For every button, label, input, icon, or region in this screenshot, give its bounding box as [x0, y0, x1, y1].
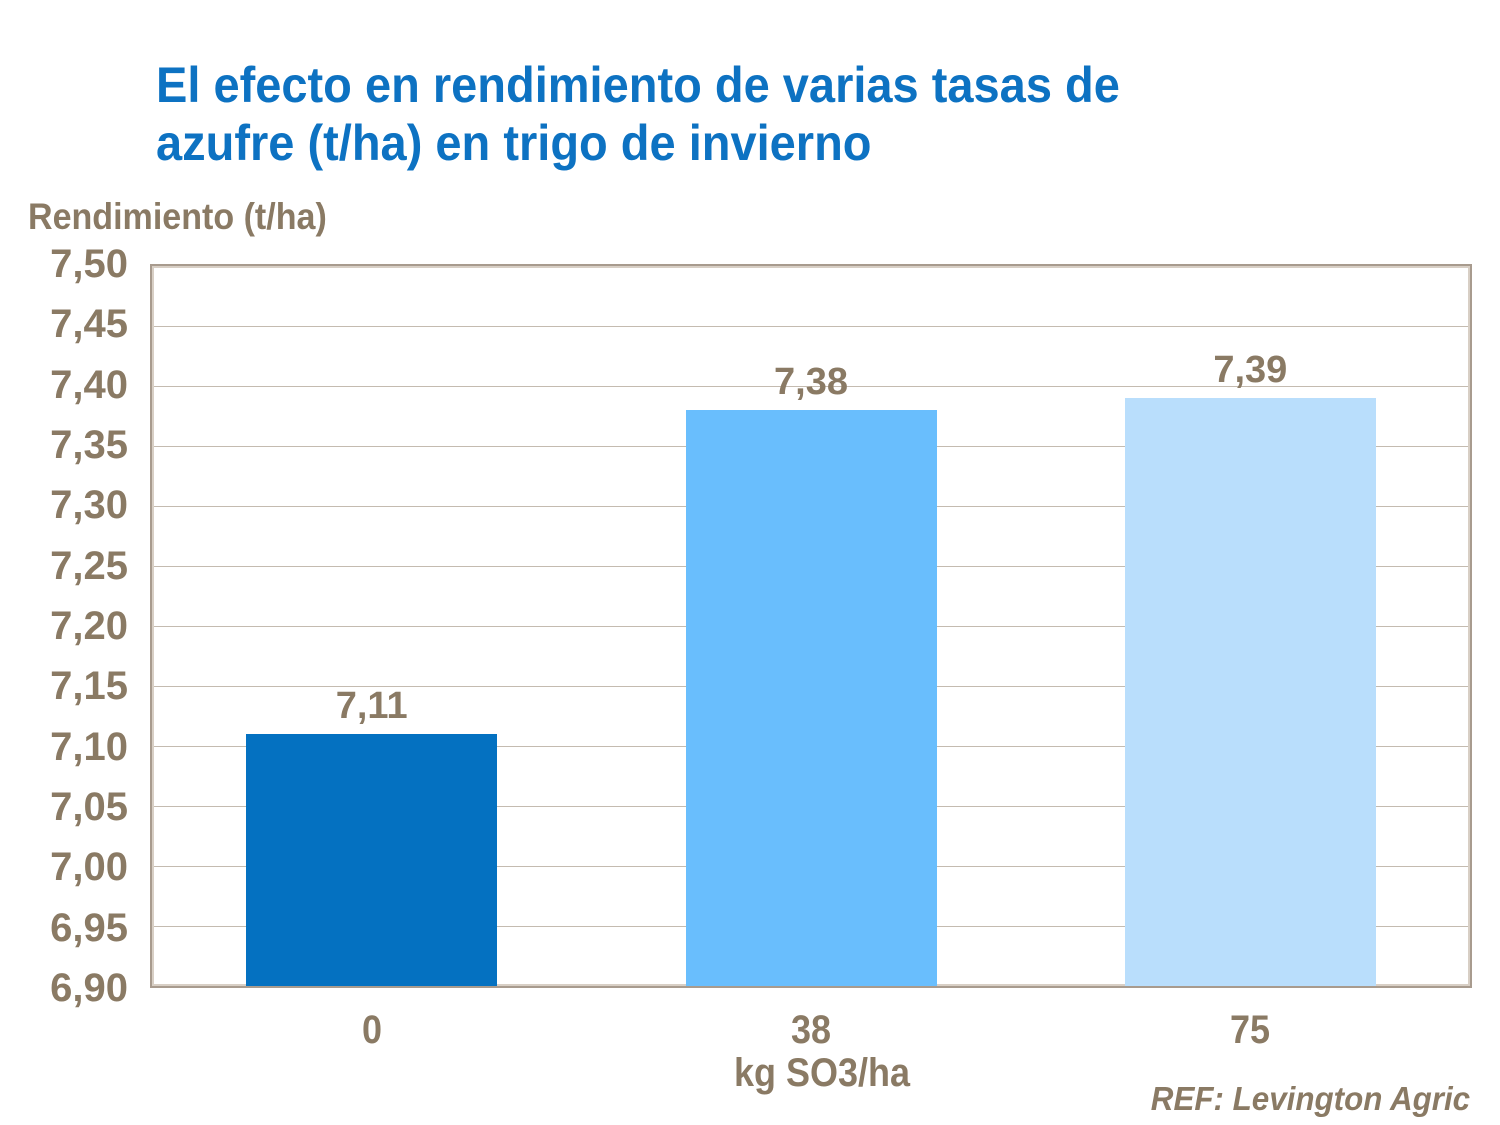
y-tick-label: 7,20: [50, 604, 128, 648]
y-tick-label: 7,00: [50, 845, 128, 890]
y-tick-label: 7,30: [50, 483, 128, 528]
plot-area: 7,11 7,38 7,39: [150, 264, 1472, 988]
bar-value-label: 7,39: [1213, 349, 1288, 391]
gridline: [154, 326, 1468, 327]
bar-75: [1124, 398, 1376, 986]
y-tick-label: 7,45: [50, 302, 128, 347]
x-category-label: 75: [1230, 1008, 1271, 1052]
bar-value-label: 7,11: [335, 685, 408, 727]
y-tick-label: 7,10: [50, 724, 128, 769]
y-tick-label: 7,50: [50, 242, 128, 286]
chart-title-line-2: azufre (t/ha) en trigo de invierno: [156, 115, 872, 171]
y-tick-label: 7,40: [50, 362, 128, 407]
y-tick-label: 7,25: [50, 543, 128, 588]
y-tick-label: 6,90: [50, 966, 128, 1010]
reference-note: REF: Levington Agric: [1150, 1080, 1470, 1117]
chart-title-line-1: El efecto en rendimiento de varias tasas…: [156, 57, 1120, 113]
y-axis-title: Rendimiento (t/ha): [28, 196, 327, 237]
gridline: [154, 386, 1468, 387]
y-tick-label: 6,95: [50, 905, 128, 950]
x-category-label: 0: [361, 1008, 382, 1052]
y-tick-label: 7,05: [50, 785, 128, 829]
bar-value-label: 7,38: [774, 361, 848, 403]
y-tick-label: 7,15: [50, 664, 128, 709]
bar-0: [246, 734, 498, 986]
bar-38: [685, 410, 937, 986]
x-axis-unit-label: kg SO3/ha: [733, 1051, 911, 1095]
y-tick-label: 7,35: [50, 423, 128, 467]
chart-title: El efecto en rendimiento de varias tasas…: [156, 56, 1120, 172]
x-category-label: 38: [790, 1008, 832, 1052]
